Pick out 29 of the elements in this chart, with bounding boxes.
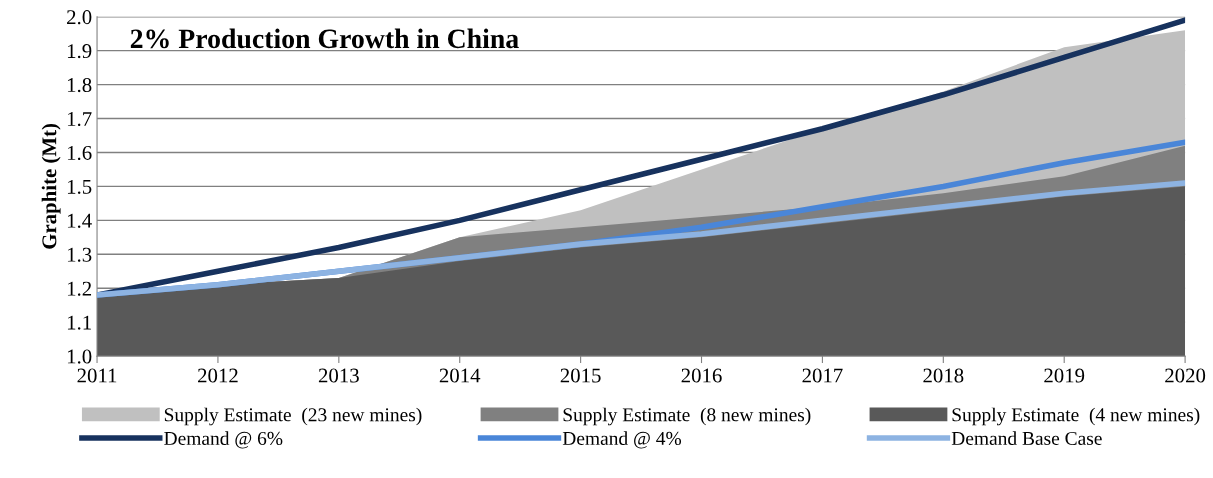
x-tick-label: 2013	[318, 368, 359, 383]
x-tick-label: 2020	[1165, 368, 1206, 383]
y-tick-label: 1.9	[67, 44, 92, 59]
y-tick-label: 1.7	[67, 112, 92, 127]
x-tick-label: 2018	[923, 368, 964, 383]
y-tick-label: 2.0	[67, 10, 92, 25]
legend-label: Demand @ 6%	[164, 431, 283, 449]
legend-label: Supply Estimate (8 new mines)	[563, 407, 811, 426]
legend-label: Demand @ 4%	[562, 431, 682, 449]
chart-title: 2% Production Growth in China	[130, 28, 519, 49]
y-tick-label: 1.0	[67, 349, 92, 364]
x-tick-label: 2015	[560, 368, 601, 383]
y-axis-title: Graphite (Mt)	[41, 123, 61, 249]
x-tick-label: 2011	[77, 368, 117, 383]
x-tick-label: 2014	[439, 368, 481, 383]
legend-label: Demand Base Case	[951, 431, 1102, 445]
x-tick-label: 2016	[681, 368, 722, 383]
legend-label: Supply Estimate (4 new mines)	[952, 407, 1200, 426]
y-tick-label: 1.2	[67, 281, 92, 296]
y-tick-label: 1.4	[67, 213, 92, 228]
y-tick-label: 1.6	[67, 145, 92, 161]
y-tick-label: 1.5	[67, 179, 92, 194]
y-tick-label: 1.8	[67, 77, 92, 93]
legend-label: Supply Estimate (23 new mines)	[164, 407, 422, 426]
x-tick-label: 2012	[198, 368, 238, 383]
y-tick-label: 1.1	[67, 315, 91, 330]
x-tick-label: 2017	[802, 368, 843, 383]
x-tick-label: 2019	[1044, 368, 1085, 383]
y-tick-label: 1.3	[67, 247, 92, 262]
